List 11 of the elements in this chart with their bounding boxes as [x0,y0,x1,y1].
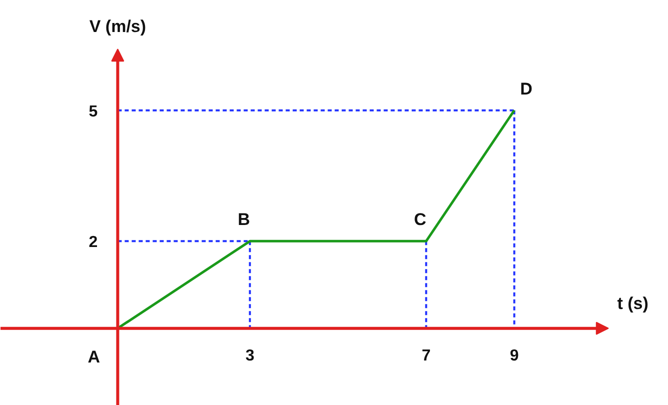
x-axis-title: t (s) [617,294,648,314]
annotation: D [520,79,532,98]
x-tick-label: 9 [510,347,519,364]
x-tick-label: 7 [422,347,431,364]
y-tick-label: 5 [88,103,98,120]
annotation: A [88,347,100,366]
y-tick-label: 2 [88,234,98,252]
annotation: B [238,210,250,230]
annotation: C [414,210,426,230]
y-axis-title: V (m/s) [89,17,146,36]
x-tick-label: 3 [245,347,254,364]
